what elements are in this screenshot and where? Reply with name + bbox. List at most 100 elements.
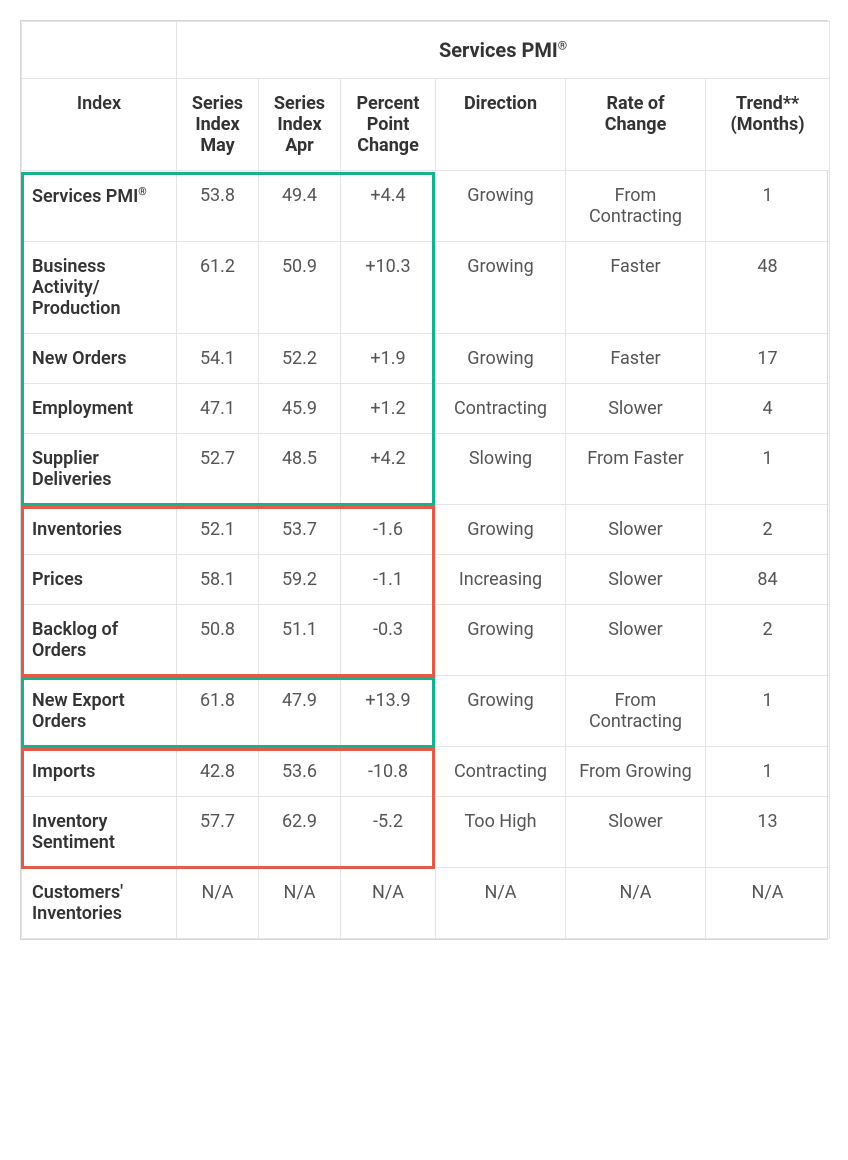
cell-may: 47.1 bbox=[177, 384, 259, 434]
cell-rate: N/A bbox=[566, 868, 706, 939]
cell-dir: Contracting bbox=[436, 384, 566, 434]
cell-dir: Growing bbox=[436, 676, 566, 747]
cell-may: 50.8 bbox=[177, 605, 259, 676]
cell-dir: Growing bbox=[436, 334, 566, 384]
cell-apr: 47.9 bbox=[259, 676, 341, 747]
cell-dir: N/A bbox=[436, 868, 566, 939]
registered-icon: ® bbox=[558, 38, 567, 52]
cell-apr: 45.9 bbox=[259, 384, 341, 434]
cell-pct: -1.6 bbox=[341, 505, 436, 555]
cell-pct: +4.2 bbox=[341, 434, 436, 505]
cell-pct: N/A bbox=[341, 868, 436, 939]
cell-trend: 13 bbox=[706, 797, 830, 868]
cell-pct: +4.4 bbox=[341, 171, 436, 242]
cell-trend: 1 bbox=[706, 171, 830, 242]
row-index-label: Employment bbox=[22, 384, 177, 434]
cell-may: 58.1 bbox=[177, 555, 259, 605]
cell-pct: -0.3 bbox=[341, 605, 436, 676]
cell-may: 61.8 bbox=[177, 676, 259, 747]
table-row: Supplier Deliveries52.748.5+4.2SlowingFr… bbox=[22, 434, 830, 505]
cell-rate: Slower bbox=[566, 505, 706, 555]
table-row: Imports42.853.6-10.8ContractingFrom Grow… bbox=[22, 747, 830, 797]
cell-apr: N/A bbox=[259, 868, 341, 939]
cell-trend: 1 bbox=[706, 676, 830, 747]
row-index-label: Imports bbox=[22, 747, 177, 797]
col-header-trend: Trend** (Months) bbox=[706, 79, 830, 171]
table-row: Inventory Sentiment57.762.9-5.2Too HighS… bbox=[22, 797, 830, 868]
cell-rate: Slower bbox=[566, 384, 706, 434]
cell-apr: 51.1 bbox=[259, 605, 341, 676]
cell-trend: N/A bbox=[706, 868, 830, 939]
table-body: Services PMI®53.849.4+4.4GrowingFrom Con… bbox=[22, 171, 830, 939]
table-row: New Orders54.152.2+1.9GrowingFaster17 bbox=[22, 334, 830, 384]
table-row: Inventories52.153.7-1.6GrowingSlower2 bbox=[22, 505, 830, 555]
cell-trend: 84 bbox=[706, 555, 830, 605]
row-index-label: Services PMI® bbox=[22, 171, 177, 242]
table-row: Prices58.159.2-1.1IncreasingSlower84 bbox=[22, 555, 830, 605]
cell-dir: Too High bbox=[436, 797, 566, 868]
col-header-index: Index bbox=[22, 79, 177, 171]
table-row: Backlog of Orders50.851.1-0.3GrowingSlow… bbox=[22, 605, 830, 676]
cell-apr: 52.2 bbox=[259, 334, 341, 384]
cell-dir: Slowing bbox=[436, 434, 566, 505]
cell-rate: From Growing bbox=[566, 747, 706, 797]
cell-trend: 48 bbox=[706, 242, 830, 334]
col-header-pct: Percent Point Change bbox=[341, 79, 436, 171]
title-row: Services PMI® bbox=[22, 22, 830, 79]
cell-apr: 49.4 bbox=[259, 171, 341, 242]
cell-trend: 1 bbox=[706, 747, 830, 797]
cell-rate: From Contracting bbox=[566, 676, 706, 747]
cell-may: 54.1 bbox=[177, 334, 259, 384]
row-index-label: Customers' Inventories bbox=[22, 868, 177, 939]
col-header-dir: Direction bbox=[436, 79, 566, 171]
cell-apr: 62.9 bbox=[259, 797, 341, 868]
cell-pct: +13.9 bbox=[341, 676, 436, 747]
cell-dir: Increasing bbox=[436, 555, 566, 605]
cell-apr: 59.2 bbox=[259, 555, 341, 605]
table-row: New Export Orders61.847.9+13.9GrowingFro… bbox=[22, 676, 830, 747]
cell-may: N/A bbox=[177, 868, 259, 939]
cell-trend: 2 bbox=[706, 505, 830, 555]
cell-trend: 2 bbox=[706, 605, 830, 676]
blank-corner bbox=[22, 22, 177, 79]
col-header-may: Series Index May bbox=[177, 79, 259, 171]
cell-pct: -1.1 bbox=[341, 555, 436, 605]
cell-dir: Growing bbox=[436, 171, 566, 242]
cell-dir: Contracting bbox=[436, 747, 566, 797]
row-index-label: New Orders bbox=[22, 334, 177, 384]
row-index-label: Prices bbox=[22, 555, 177, 605]
cell-dir: Growing bbox=[436, 505, 566, 555]
cell-rate: Slower bbox=[566, 797, 706, 868]
cell-trend: 4 bbox=[706, 384, 830, 434]
cell-trend: 17 bbox=[706, 334, 830, 384]
table-row: Employment47.145.9+1.2ContractingSlower4 bbox=[22, 384, 830, 434]
cell-may: 52.1 bbox=[177, 505, 259, 555]
cell-apr: 53.7 bbox=[259, 505, 341, 555]
cell-rate: From Faster bbox=[566, 434, 706, 505]
table-row: Business Activity/ Production61.250.9+10… bbox=[22, 242, 830, 334]
cell-pct: +10.3 bbox=[341, 242, 436, 334]
table-row: Services PMI®53.849.4+4.4GrowingFrom Con… bbox=[22, 171, 830, 242]
cell-apr: 53.6 bbox=[259, 747, 341, 797]
cell-pct: +1.9 bbox=[341, 334, 436, 384]
cell-may: 42.8 bbox=[177, 747, 259, 797]
cell-pct: -5.2 bbox=[341, 797, 436, 868]
registered-icon: ® bbox=[138, 185, 146, 198]
col-header-apr: Series Index Apr bbox=[259, 79, 341, 171]
pmi-table: Services PMI® Index Series Index May Ser… bbox=[21, 21, 830, 939]
cell-rate: From Contracting bbox=[566, 171, 706, 242]
table-title: Services PMI® bbox=[177, 22, 830, 79]
cell-apr: 48.5 bbox=[259, 434, 341, 505]
cell-rate: Faster bbox=[566, 242, 706, 334]
cell-rate: Faster bbox=[566, 334, 706, 384]
cell-may: 61.2 bbox=[177, 242, 259, 334]
row-index-label: Inventory Sentiment bbox=[22, 797, 177, 868]
cell-dir: Growing bbox=[436, 605, 566, 676]
header-row: Index Series Index May Series Index Apr … bbox=[22, 79, 830, 171]
table-row: Customers' InventoriesN/AN/AN/AN/AN/AN/A bbox=[22, 868, 830, 939]
row-index-label: New Export Orders bbox=[22, 676, 177, 747]
row-index-label: Business Activity/ Production bbox=[22, 242, 177, 334]
row-index-label: Inventories bbox=[22, 505, 177, 555]
cell-may: 57.7 bbox=[177, 797, 259, 868]
cell-may: 52.7 bbox=[177, 434, 259, 505]
